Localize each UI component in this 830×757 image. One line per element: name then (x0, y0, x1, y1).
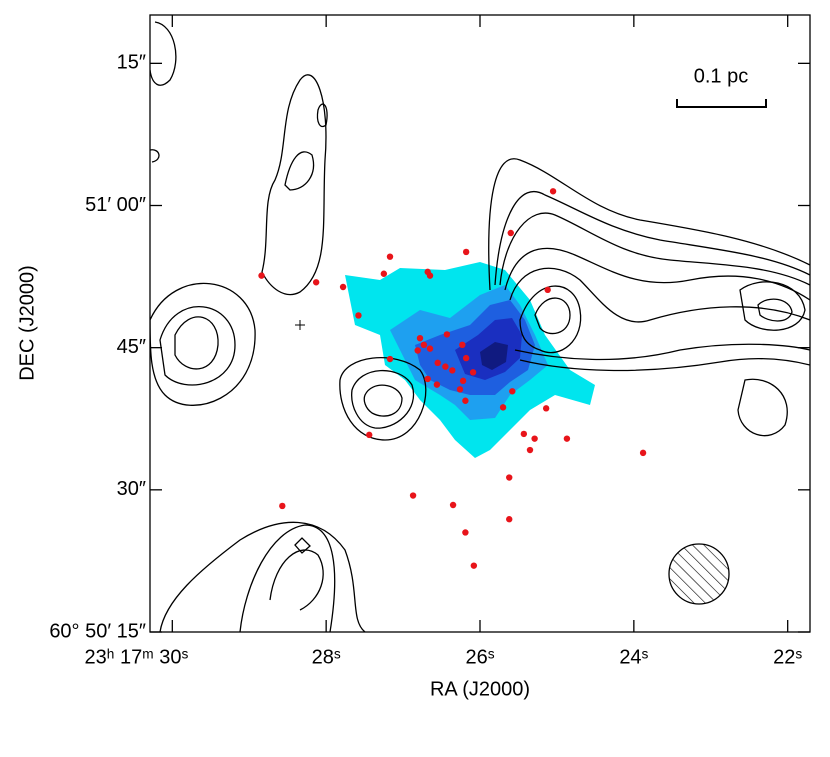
y-axis-label: DEC (J2000) (16, 265, 38, 381)
x-tick-label: 23ʰ 17ᵐ 30ˢ (85, 646, 189, 668)
source-point (279, 502, 286, 510)
source-point (355, 312, 362, 319)
source-point (449, 501, 457, 509)
x-tick-label: 22ˢ (773, 646, 802, 668)
source-point (563, 435, 571, 442)
scale-label: 0.1 pc (694, 65, 748, 87)
source-point (456, 386, 464, 393)
y-tick-label: 45″ (117, 336, 146, 358)
source-point (386, 355, 394, 363)
source-point (462, 529, 469, 536)
y-tick-label: 15″ (117, 52, 146, 74)
source-point (434, 359, 441, 367)
source-point (549, 188, 557, 195)
x-tick-label: 28ˢ (312, 646, 341, 668)
source-point (531, 435, 538, 442)
source-point (506, 516, 513, 523)
source-point (258, 272, 265, 279)
source-point (542, 405, 550, 412)
source-point (426, 272, 434, 279)
source-point (462, 354, 470, 362)
source-point (312, 279, 320, 286)
source-point (507, 229, 514, 237)
data-layer: 23ʰ 17ᵐ 30ˢ 28ˢ 26ˢ 24ˢ 22ˢ 15″ 51′ 00″ 45″ 30″ 6… (49, 15, 810, 668)
scale-bar: 0.1 pc (676, 65, 767, 108)
beam (668, 543, 730, 605)
y-tick-label: 51′ 00″ (85, 194, 146, 216)
source-point (459, 341, 466, 349)
y-tick-label: 30″ (117, 478, 146, 500)
x-tick-label: 24ˢ (619, 646, 648, 668)
source-point (416, 334, 424, 342)
source-point (506, 474, 513, 481)
source-point (386, 253, 394, 260)
source-point (509, 388, 516, 395)
source-point (366, 431, 373, 439)
source-point (443, 331, 451, 338)
source-point (424, 375, 431, 383)
source-point (409, 492, 417, 499)
source-point (420, 341, 428, 349)
contours (150, 21, 810, 632)
source-point (639, 449, 647, 457)
x-tick-label: 26ˢ (465, 646, 494, 668)
source-point (469, 369, 477, 376)
source-point (459, 377, 467, 385)
source-point (449, 367, 456, 374)
source-point (380, 270, 388, 277)
source-point (544, 286, 551, 294)
source-point (520, 430, 528, 438)
map-layer (150, 21, 810, 632)
y-tick-label: 60° 50′ 15″ (49, 620, 146, 642)
x-axis-label: RA (J2000) (430, 678, 530, 700)
source-point (339, 283, 347, 291)
source-point (526, 446, 534, 454)
source-point (462, 397, 469, 404)
source-point (470, 562, 478, 569)
dust-emission (345, 262, 595, 458)
source-point (433, 381, 441, 388)
source-point (414, 347, 421, 354)
source-point (499, 404, 507, 411)
source-point (442, 363, 449, 370)
source-point (462, 248, 470, 256)
source-point (426, 345, 434, 352)
